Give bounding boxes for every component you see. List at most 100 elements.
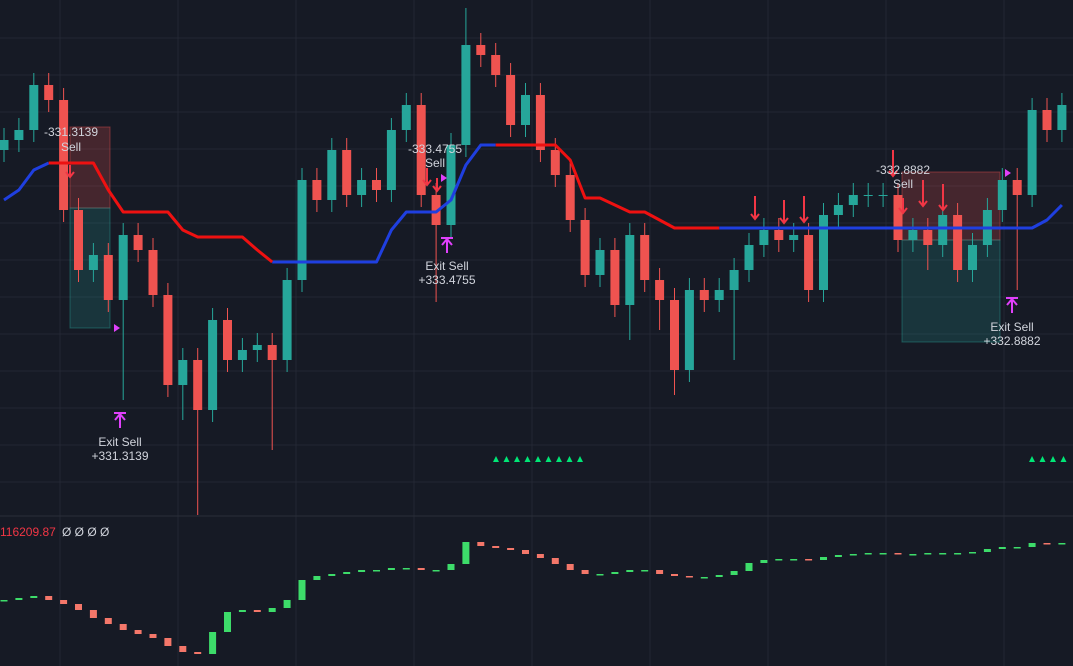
signal-triangle [545, 456, 552, 462]
exit-label: Exit Sell [425, 259, 468, 273]
candle-body [103, 255, 113, 300]
candle-body [789, 235, 799, 240]
candle-body [550, 150, 560, 175]
candle-body [923, 230, 933, 245]
candle-body [1012, 180, 1022, 195]
entry-side: Sell [893, 177, 913, 191]
candle-body [44, 85, 54, 100]
signal-triangle [514, 456, 520, 462]
indicator-bar [179, 646, 187, 652]
candle-body [148, 250, 158, 295]
indicator-bar [89, 610, 97, 618]
indicator-bar [760, 560, 768, 563]
candle-body [461, 45, 471, 145]
candle-body [446, 145, 456, 225]
exit-arrow [114, 412, 126, 428]
sell-arrow [888, 150, 898, 178]
indicator-bar [998, 547, 1006, 549]
indicator-bar [581, 570, 589, 574]
candle-body [521, 95, 530, 125]
indicator-bar [820, 557, 827, 560]
indicator-bar [462, 542, 470, 564]
candle-body [193, 360, 203, 410]
candle-body [878, 195, 888, 196]
indicator-bar [730, 571, 738, 575]
indicator-bar [641, 570, 649, 572]
indicator-bar [298, 580, 306, 600]
indicator-bar [909, 554, 917, 556]
sell-arrow [65, 165, 75, 179]
indicator-bar [253, 610, 261, 612]
signal-triangle [577, 456, 583, 462]
indicator-bar [134, 630, 142, 634]
indicator-bar [477, 542, 485, 546]
indicator-bar [536, 554, 544, 558]
marker [114, 324, 120, 332]
signal-triangle [1060, 456, 1067, 462]
candle-body [386, 130, 396, 190]
trend-line [48, 143, 720, 264]
indicator-bar [879, 553, 887, 555]
candle-body [431, 195, 441, 225]
indicator-bar [775, 559, 783, 561]
candle-body [670, 300, 679, 370]
candle-body [893, 195, 903, 240]
profit-zone [901, 239, 1001, 343]
indicator-bar [671, 574, 678, 576]
candle-body [74, 210, 83, 270]
indicator-bar [432, 570, 440, 572]
trade-boxes [69, 126, 1001, 343]
candle-body [372, 180, 381, 190]
candle-body [416, 105, 426, 195]
signal-triangle [535, 456, 541, 462]
indicator-bar [343, 572, 351, 574]
indicator-bar [551, 558, 559, 564]
candle-body [401, 105, 411, 130]
candle-body [565, 175, 575, 220]
candle-body [178, 360, 188, 385]
candle-body [237, 350, 247, 360]
candle-body [282, 280, 292, 360]
candle-body [267, 345, 277, 360]
candle-body [223, 320, 232, 360]
candle-body [491, 55, 501, 75]
candle-body [625, 235, 635, 305]
indicator-bar [45, 596, 53, 600]
signal-triangle [556, 456, 562, 462]
indicator-bar [700, 577, 708, 579]
indicator-bar [834, 555, 842, 557]
candle-body [506, 75, 516, 125]
signal-triangle [566, 456, 573, 462]
indicator-bar [313, 576, 321, 580]
indicator-bar [715, 575, 723, 577]
candle-body [729, 270, 739, 290]
indicator-bar [805, 559, 813, 561]
entry-side: Sell [425, 156, 445, 170]
candle-body [953, 215, 963, 270]
candle-body [968, 245, 977, 270]
indicator-bar [685, 576, 693, 578]
candle-body [0, 140, 9, 150]
candle-body [580, 220, 590, 275]
indicator-bar [75, 604, 82, 610]
candle-body [208, 320, 218, 410]
candle-body [744, 245, 754, 270]
indicator-bar [969, 552, 976, 554]
indicator-bar [745, 563, 753, 571]
candle-body [59, 100, 69, 210]
candle-body [863, 195, 873, 196]
candle-body [997, 180, 1007, 210]
candle-body [312, 180, 322, 200]
indicator-bar [60, 600, 68, 604]
indicator-bar [209, 632, 217, 654]
indicator-bar [373, 570, 380, 572]
indicator-bar [1028, 543, 1036, 547]
candle-body [118, 235, 128, 300]
candle-body [938, 215, 948, 245]
entry-value: -332.8882 [876, 163, 930, 177]
candle-body [759, 230, 769, 245]
marker [441, 174, 447, 182]
indicator-bar [164, 638, 172, 646]
indicator-value: 116209.87 [0, 525, 56, 539]
